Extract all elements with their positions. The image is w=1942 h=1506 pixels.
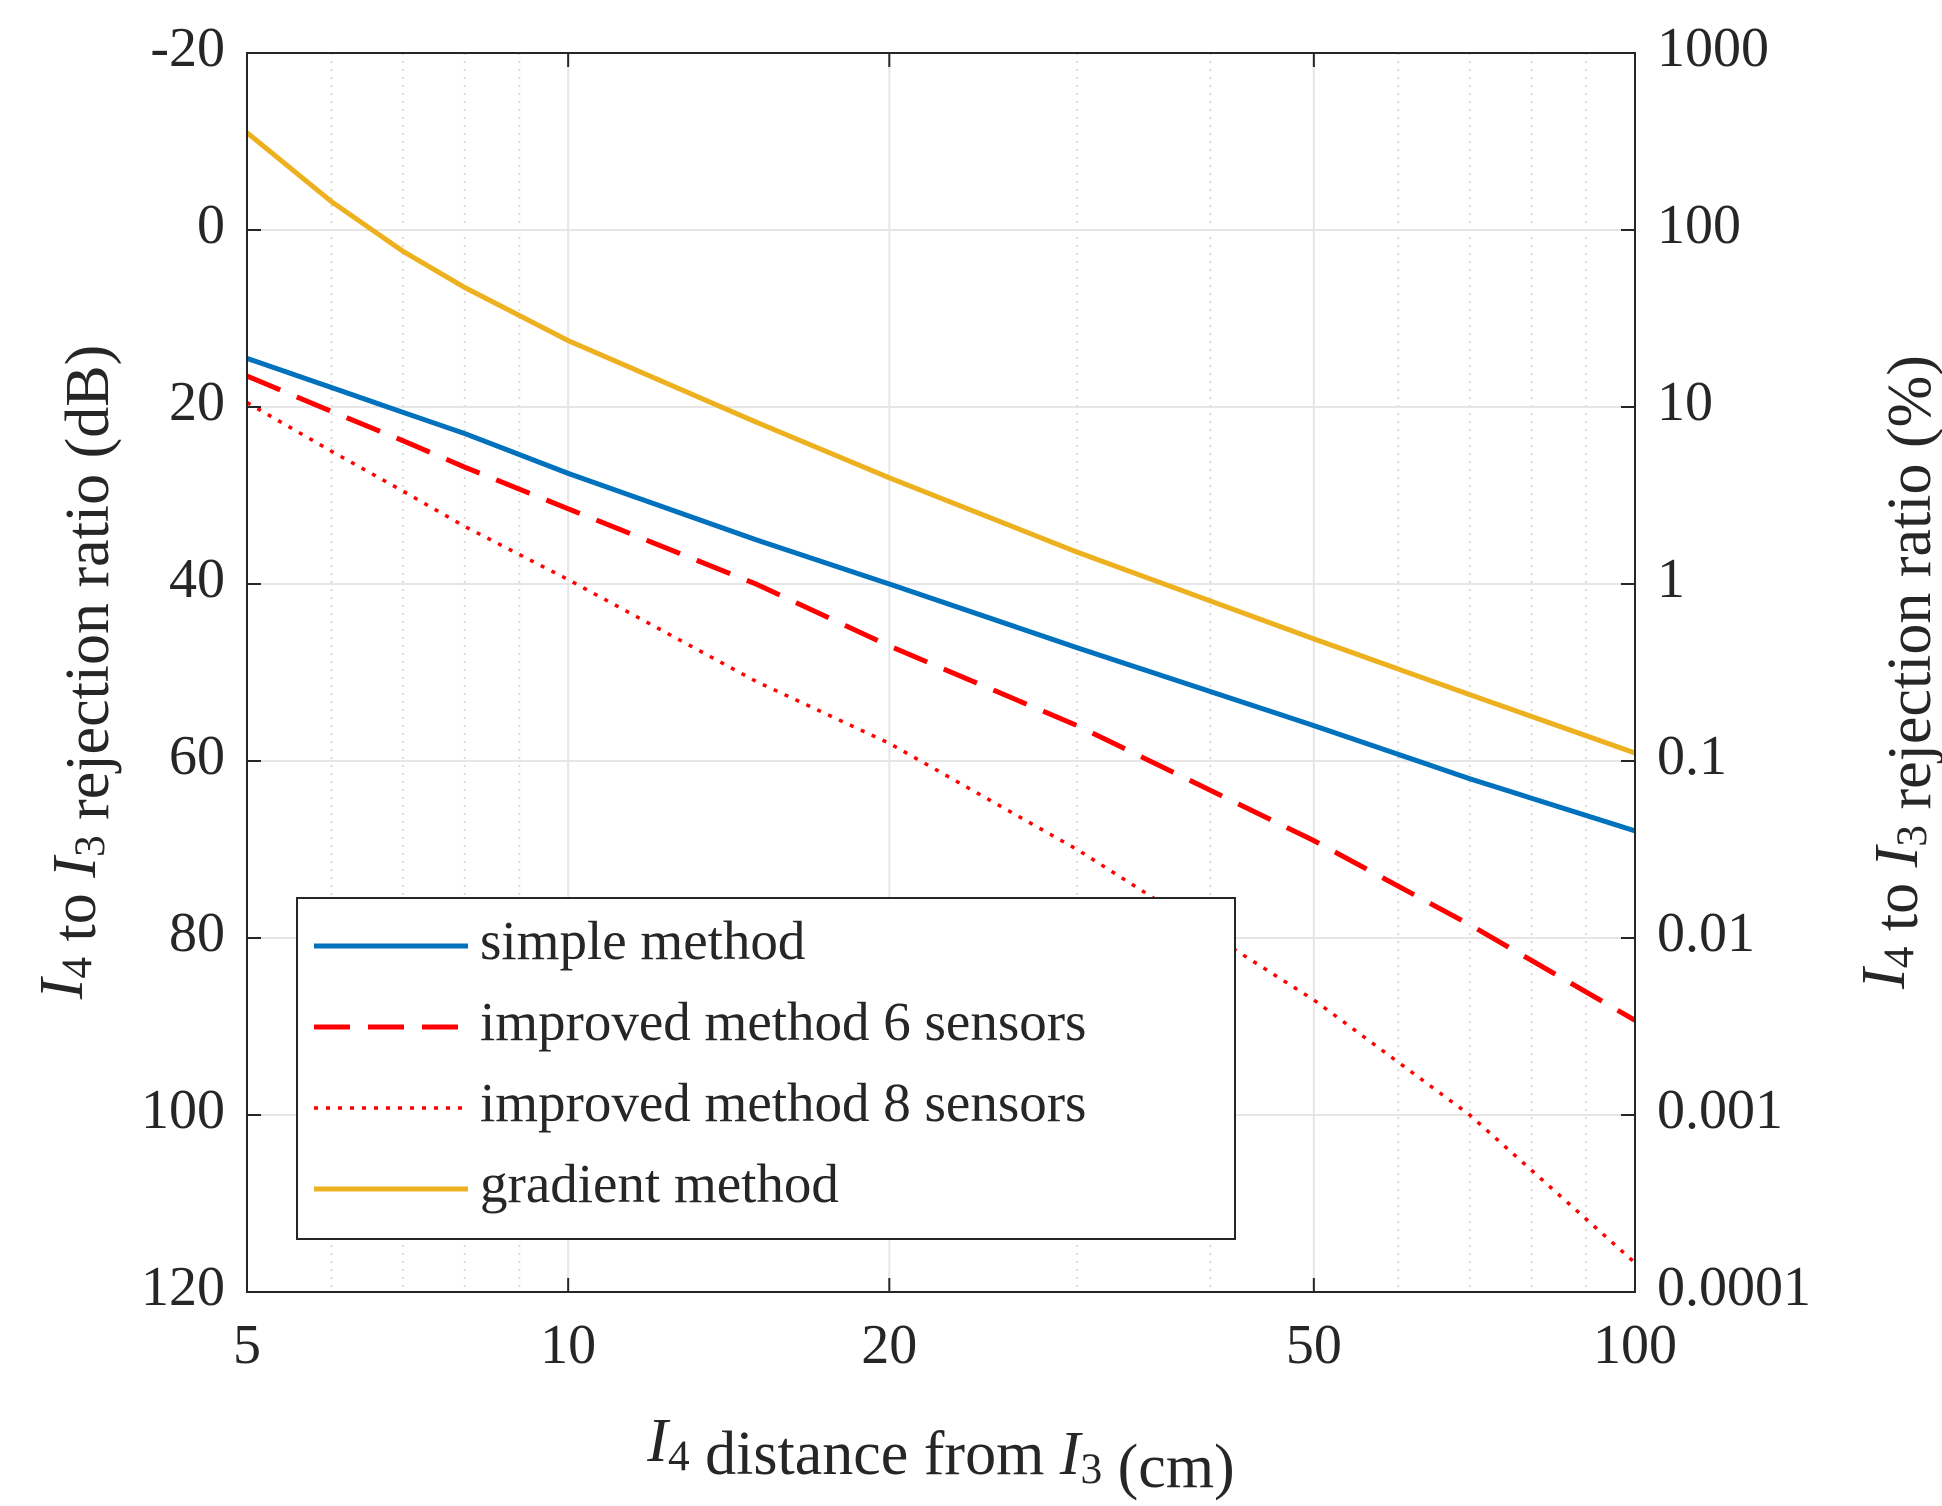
plot-lines bbox=[245, 130, 1637, 1265]
y2-tick-label: 0.01 bbox=[1657, 902, 1755, 964]
y-tick-label: 0 bbox=[197, 194, 225, 256]
y-tick-label: 120 bbox=[141, 1256, 225, 1318]
y2-tick-label: 10 bbox=[1657, 371, 1713, 433]
y-tick-label: -20 bbox=[150, 17, 225, 79]
y-tick-label: 60 bbox=[169, 725, 225, 787]
y-axis-label: I4 to I3 rejection ratio (dB) bbox=[28, 345, 122, 1001]
y-tick-label: 100 bbox=[141, 1079, 225, 1141]
y-tick-label: 20 bbox=[169, 371, 225, 433]
y2-tick-label: 0.0001 bbox=[1657, 1256, 1811, 1318]
x-tick-label: 100 bbox=[1593, 1314, 1677, 1376]
y-tick-label: 80 bbox=[169, 902, 225, 964]
series-line bbox=[246, 373, 1637, 1023]
y2-tick-label: 100 bbox=[1657, 194, 1741, 256]
y2-tick-label: 1000 bbox=[1657, 17, 1769, 79]
series-line bbox=[245, 130, 1636, 756]
legend-box bbox=[296, 897, 1236, 1240]
legend-label: simple method bbox=[480, 910, 805, 971]
legend-label: gradient method bbox=[480, 1153, 839, 1214]
legend-label: improved method 6 sensors bbox=[480, 991, 1086, 1052]
x-tick-label: 5 bbox=[233, 1314, 261, 1376]
x-tick-label: 50 bbox=[1286, 1314, 1342, 1376]
y-tick-label: 40 bbox=[169, 548, 225, 610]
axes: 5 10 20 50 100 -20 0 20 40 60 80 100 120 1000 100 10 1 0.… bbox=[141, 17, 1811, 1376]
x-tick-label: 20 bbox=[861, 1314, 917, 1376]
plot-frame bbox=[246, 52, 1636, 1293]
y2-tick-label: 0.001 bbox=[1657, 1079, 1783, 1141]
y2-axis-label: I4 to I3 rejection ratio (%) bbox=[1850, 355, 1942, 990]
x-tick-label: 10 bbox=[540, 1314, 596, 1376]
y2-tick-label: 1 bbox=[1657, 548, 1685, 610]
legend: simple method improved method 6 sensors im… bbox=[296, 897, 1236, 1240]
y2-tick-label: 0.1 bbox=[1657, 725, 1727, 787]
series-line bbox=[246, 355, 1636, 834]
legend-label: improved method 8 sensors bbox=[480, 1072, 1086, 1133]
x-axis-label: I4 distance from I3 (cm) bbox=[646, 1407, 1234, 1501]
